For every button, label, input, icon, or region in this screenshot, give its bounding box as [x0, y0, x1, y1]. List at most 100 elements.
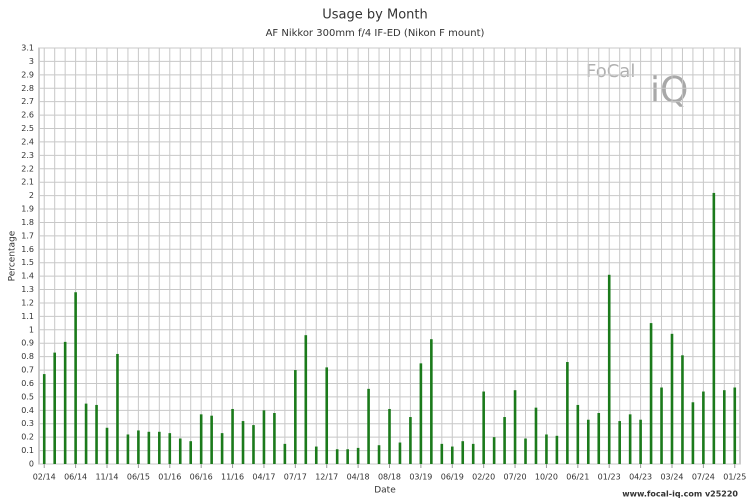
bar — [252, 425, 255, 464]
bar — [639, 419, 642, 464]
bar — [42, 374, 46, 464]
y-tick-label: 1.2 — [21, 298, 34, 307]
y-tick-label: 3 — [29, 57, 34, 66]
y-tick-label: 2.5 — [21, 124, 34, 133]
bar — [482, 391, 485, 464]
bar — [649, 323, 653, 464]
y-tick-label: 0.7 — [21, 366, 34, 375]
x-tick-label: 01/25 — [723, 473, 746, 482]
bar — [116, 353, 119, 464]
bar — [524, 438, 527, 464]
bar — [168, 433, 172, 464]
bar — [430, 339, 433, 464]
bar — [335, 449, 339, 464]
bar — [702, 391, 705, 464]
y-tick-label: 0.4 — [21, 406, 34, 415]
bar — [398, 442, 402, 464]
y-tick-label: 1.4 — [21, 272, 34, 281]
x-axis-label: Date — [374, 486, 396, 496]
bar — [503, 417, 506, 464]
y-tick-label: 0.9 — [21, 339, 34, 348]
y-tick-label: 2.7 — [21, 97, 34, 106]
x-tick-label: 04/17 — [252, 473, 275, 482]
bar — [618, 421, 621, 464]
bar — [670, 333, 674, 464]
y-tick-label: 1.1 — [21, 312, 34, 321]
bar — [691, 402, 695, 464]
y-tick-label: 1 — [29, 325, 34, 334]
y-tick-label: 2.3 — [21, 151, 34, 160]
bar — [409, 417, 412, 464]
y-tick-label: 1.5 — [21, 258, 34, 267]
chart-subtitle: AF Nikkor 300mm f/4 IF-ED (Nikon F mount… — [266, 28, 485, 39]
bar — [471, 443, 475, 464]
y-tick-label: 3.1 — [21, 44, 34, 53]
y-tick-label: 0.3 — [21, 419, 34, 428]
y-tick-label: 0.2 — [21, 433, 34, 442]
x-tick-label: 03/19 — [409, 473, 432, 482]
bar — [513, 390, 517, 464]
bar — [241, 421, 245, 464]
bar — [105, 427, 109, 464]
bar — [555, 435, 559, 464]
bar — [419, 363, 423, 464]
bar — [367, 388, 370, 464]
bar — [294, 370, 297, 464]
y-tick-label: 0.6 — [21, 379, 34, 388]
x-tick-label: 02/14 — [33, 473, 56, 482]
x-tick-label: 06/14 — [64, 473, 87, 482]
bar — [325, 367, 329, 464]
y-tick-label: 2.1 — [21, 178, 34, 187]
footer: www.focal-iq.com v25220 — [622, 490, 738, 499]
x-tick-label: 11/16 — [221, 473, 244, 482]
y-axis-label: Percentage — [8, 230, 18, 281]
x-tick-label: 01/16 — [158, 473, 181, 482]
y-tick-label: 1.8 — [21, 218, 34, 227]
bar — [95, 404, 98, 464]
bar — [566, 362, 569, 464]
bar — [461, 441, 465, 464]
bar — [262, 410, 266, 464]
y-tick-label: 1.7 — [21, 231, 34, 240]
bar — [628, 414, 632, 464]
bar — [545, 434, 548, 464]
x-tick-label: 06/19 — [441, 473, 464, 482]
y-tick-label: 0.1 — [21, 446, 34, 455]
x-tick-label: 07/17 — [284, 473, 307, 482]
x-tick-label: 10/20 — [535, 473, 558, 482]
bar — [576, 404, 580, 464]
bar — [681, 355, 684, 464]
x-tick-label: 08/18 — [378, 473, 401, 482]
bar — [137, 430, 140, 464]
bar — [356, 447, 360, 464]
bar — [210, 415, 213, 464]
y-tick-label: 2 — [29, 191, 34, 200]
bar — [158, 431, 161, 464]
bar — [126, 434, 130, 464]
bar — [53, 352, 56, 464]
bar — [220, 433, 224, 464]
bar — [314, 446, 318, 464]
y-tick-label: 2.6 — [21, 111, 34, 120]
y-tick-label: 2.4 — [21, 137, 34, 146]
bar — [586, 419, 590, 464]
watermark: iQ — [650, 70, 688, 111]
x-tick-label: 06/21 — [566, 473, 589, 482]
y-tick-label: 1.9 — [21, 205, 34, 214]
bar — [147, 431, 151, 464]
x-tick-label: 04/23 — [629, 473, 652, 482]
bar — [199, 414, 203, 464]
y-tick-label: 0.5 — [21, 392, 34, 401]
y-tick-label: 2.8 — [21, 84, 34, 93]
x-tick-label: 06/16 — [190, 473, 213, 482]
bar — [63, 341, 67, 464]
x-tick-label: 02/20 — [472, 473, 495, 482]
bar — [492, 437, 496, 464]
bar — [534, 407, 538, 464]
x-tick-label: 11/14 — [95, 473, 118, 482]
x-tick-label: 03/24 — [660, 473, 683, 482]
y-tick-label: 1.6 — [21, 245, 34, 254]
y-tick-label: 0.8 — [21, 352, 34, 361]
bar — [377, 445, 381, 464]
